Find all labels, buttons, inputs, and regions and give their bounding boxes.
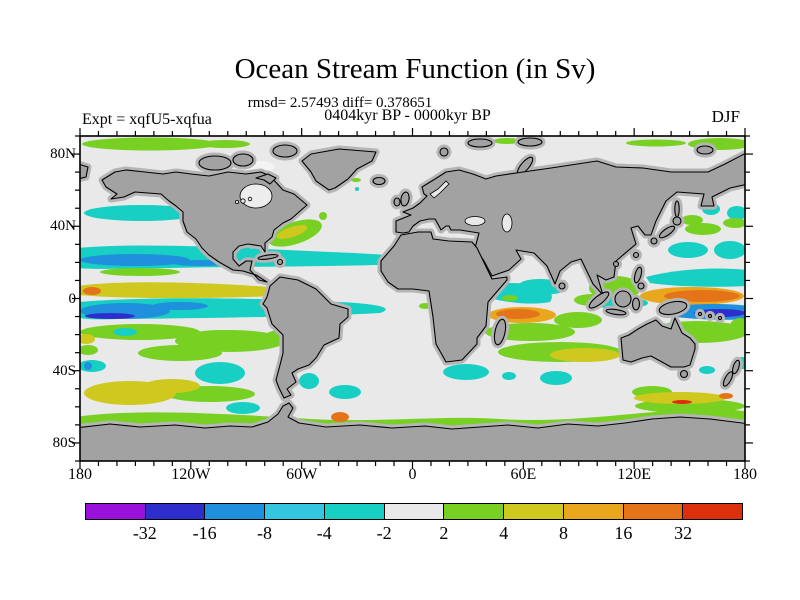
colorbar-label-32: 32 [674,523,693,543]
land-philippines [633,266,643,284]
land-africa [380,231,508,363]
land-solomon-1 [697,311,703,317]
land-new-guinea [658,300,688,316]
land-severnaya-zemlya [517,137,543,147]
great-lake-2 [247,196,253,202]
land-madagascar [493,318,507,346]
colorbar-label--2: -2 [376,523,392,543]
colorbar-label-2: 2 [439,523,449,543]
lon-axis-label-4-60E: 60E [510,466,537,483]
colorbar-label-16: 16 [614,523,633,543]
lon-axis-label-2-60W: 60W [286,466,318,483]
baltic-sea [429,180,450,199]
colorbar-label--8: -8 [256,523,272,543]
great-lake-1 [240,198,246,204]
land-sumatra [588,291,610,309]
land-ellesmere-island [272,144,298,158]
land-new-zealand-north [732,359,740,375]
hudson-bay [239,183,273,209]
inland-seas [234,180,513,233]
colorbar-cell-0 [86,504,145,519]
land-iceland [372,176,386,186]
land-java [605,308,627,316]
land-ireland [393,197,401,207]
land-hokkaido [672,216,682,226]
land-sakhalin [674,200,680,218]
land-svalbard [439,147,449,157]
great-lake-3 [234,200,239,205]
land-wrangel-island [696,145,714,155]
lat-axis-label-80S: 80S [52,434,76,451]
land-cuba [257,254,279,260]
land-antarctica [80,402,745,461]
land-mindanao [637,282,645,290]
colorbar-cell-8 [562,504,623,519]
land-banks-island [232,153,254,167]
land-sulawesi [631,297,641,311]
colorbar-cell-6 [443,504,504,519]
land-sri-lanka [558,282,566,290]
colorbar-label--32: -32 [132,523,157,543]
colorbar-label-4: 4 [499,523,509,543]
land-south-america [262,276,349,399]
land-franz-josef [467,138,493,148]
colorbar-cell-7 [503,504,563,519]
world-map-plot [72,128,753,469]
colorbar [85,503,743,520]
land-baffin-island [255,173,277,185]
land-greenland [301,148,377,191]
land-solomon-3 [717,315,723,321]
lat-axis-label-40S: 40S [52,362,76,379]
lat-axis-label-0: 0 [68,290,77,307]
colorbar-cell-5 [383,504,444,519]
colorbar-cell-3 [264,504,324,519]
lat-axis-label-40N: 40N [50,218,76,235]
land-eurasia [395,152,745,296]
colorbar-label--16: -16 [192,523,217,543]
land-great-britain [400,191,410,207]
land-chukotka-wrap [80,164,89,180]
colorbar-cell-1 [144,504,205,519]
colorbar-cell-9 [622,504,683,519]
caspian-sea [501,213,513,233]
land-taiwan [632,251,640,259]
land-honshu [658,225,676,239]
colorbar-cell-10 [682,504,743,519]
land-solomon-2 [707,313,713,319]
stats-line: rmsd= 2.57493 diff= 0.378651 [247,95,433,111]
lon-axis-label-6-180: 180 [733,466,757,483]
lon-axis-label-5-120E: 120E [617,466,652,483]
land-hispaniola [276,258,284,266]
land-tasmania [679,369,689,379]
lon-axis-label-0-180: 180 [68,466,92,483]
colorbar-label--4: -4 [316,523,332,543]
land-victoria-island [198,155,232,171]
land-australia [620,317,696,368]
land-kyushu [650,237,658,245]
experiment-label: Expt = xqfU5-xqfua [82,111,212,128]
land-borneo [614,290,632,308]
land-new-zealand-south [722,371,734,387]
colorbar-cell-2 [204,504,265,519]
axis-ticks [72,128,753,469]
lon-axis-label-3-0: 0 [408,466,417,483]
landmasses [80,137,745,461]
land-hainan [612,260,620,268]
colorbar-cell-4 [323,504,384,519]
season-label: DJF [711,107,740,126]
figure-title: Ocean Stream Function (in Sv) [234,53,596,85]
black-sea [464,216,486,226]
lat-axis-label-80N: 80N [50,146,76,163]
lon-axis-label-1-120W: 120W [171,466,211,483]
period-line: 0404kyr BP - 0000kyr BP [324,107,491,124]
colorbar-label-8: 8 [559,523,569,543]
